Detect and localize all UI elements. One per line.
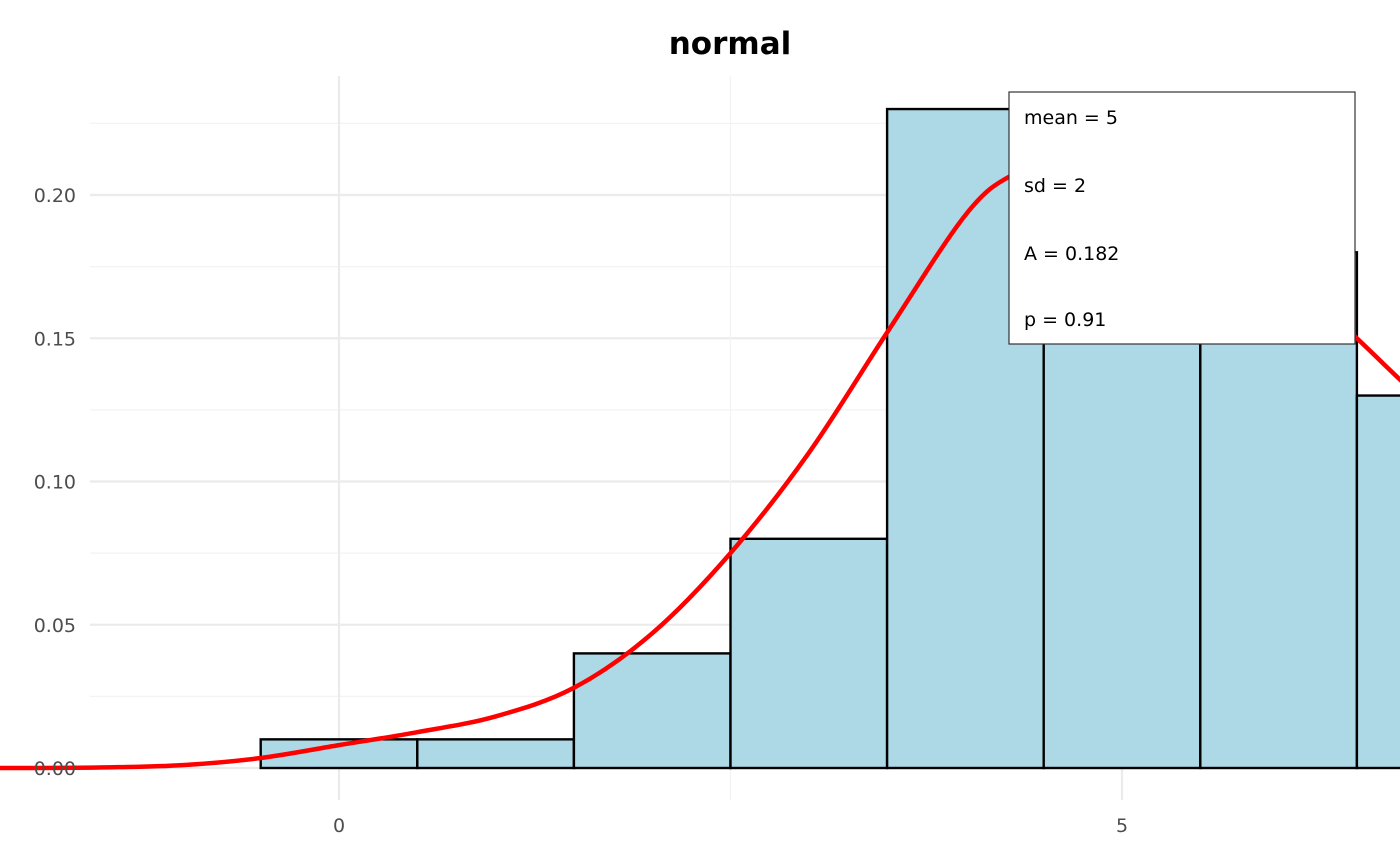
histogram-bar xyxy=(729,537,889,770)
y-tick-label: 0.20 xyxy=(34,185,76,207)
histogram-bar xyxy=(572,652,732,770)
histogram-bar xyxy=(416,738,576,770)
legend-sd: sd = 2 xyxy=(1024,175,1086,197)
x-tick-label: 5 xyxy=(1116,815,1128,837)
x-tick-label: 0 xyxy=(333,815,345,837)
legend-a-statistic: A = 0.182 xyxy=(1024,243,1119,265)
chart-title: normal xyxy=(669,26,792,62)
histogram-bar xyxy=(1355,394,1400,770)
y-tick-label: 0.15 xyxy=(34,328,76,350)
legend-box xyxy=(1008,91,1356,345)
y-tick-label: 0.05 xyxy=(34,615,76,637)
x-axis-ticks: 0510 xyxy=(333,815,1128,837)
legend-p-value: p = 0.91 xyxy=(1024,309,1106,331)
stats-legend: mean = 5 sd = 2 A = 0.182 p = 0.91 xyxy=(1008,91,1356,345)
y-axis-ticks: 0.00 0.05 0.10 0.15 0.20 xyxy=(34,185,76,780)
y-tick-label: 0.10 xyxy=(34,472,76,494)
legend-mean: mean = 5 xyxy=(1024,107,1118,129)
y-tick-label: 0.00 xyxy=(34,758,76,780)
